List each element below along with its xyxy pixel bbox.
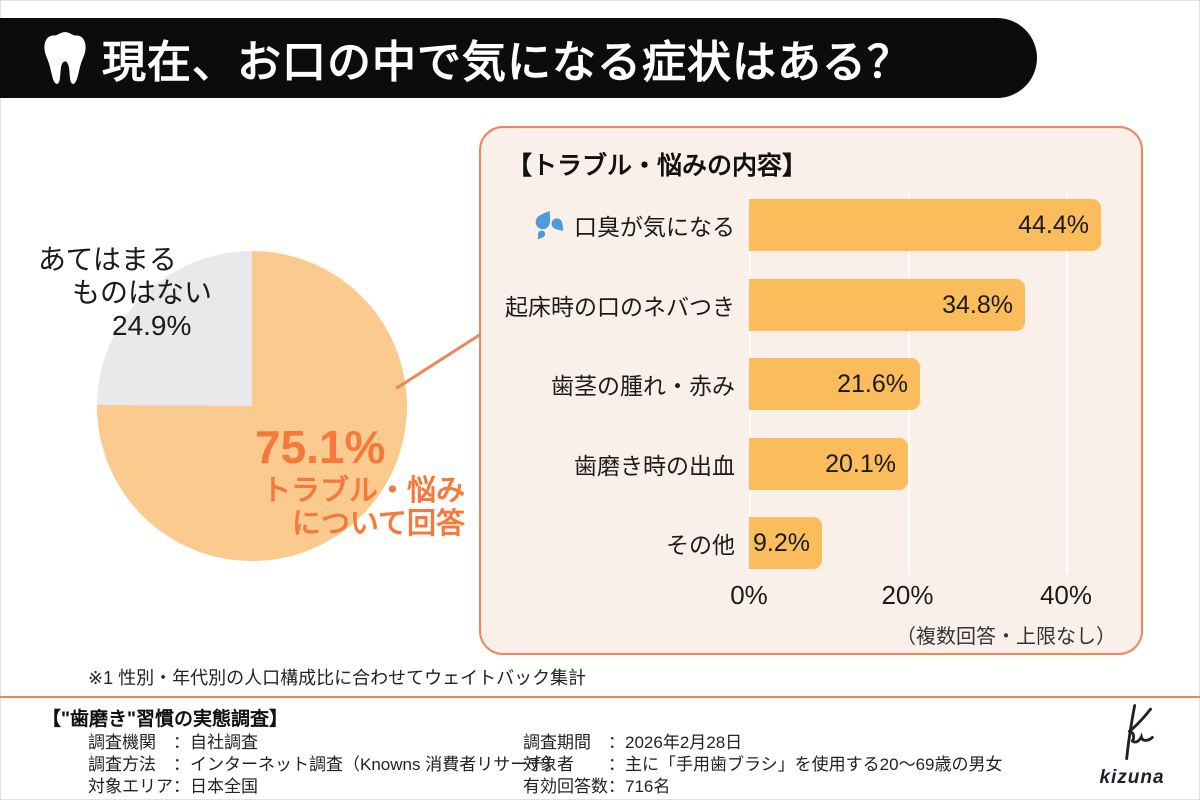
connector-line [395,332,482,390]
x-axis-tick: 0% [730,580,768,610]
bar: 9.2% [749,517,822,569]
bar-value-label: 44.4% [1018,210,1089,239]
bar-row: 起床時の口のネバつき 34.8% [481,279,1141,331]
bar-row: 口臭が気になる 44.4% [481,199,1141,251]
bar-category-label: その他 [481,517,735,569]
bar-row: その他 9.2% [481,517,1141,569]
page-title: 現在、お口の中で気になる症状はある？ [102,38,912,87]
pie-none-line: 24.9% [112,310,192,341]
multi-answer-note: （複数回答・上限なし） [896,626,1116,648]
bar-chart-title: 【トラブル・悩みの内容】 [507,152,808,180]
pie-none-line: あてはまる [38,244,177,275]
pie-answered-line: について回答 [291,508,465,540]
tooth-icon [44,32,86,84]
bar-category-text: 歯茎の腫れ・赤み [551,373,735,399]
bar-category-label: 口臭が気になる [481,199,735,251]
bar: 20.1% [749,438,908,490]
survey-meta-line: 対象者 ：主に「手用歯ブラシ」を使用する20〜69歳の男女 [523,755,1003,774]
gridline [1066,192,1068,574]
bar-category-text: 起床時の口のネバつき [505,294,735,320]
survey-meta-line: 調査期間 ：2026年2月28日 [523,733,743,752]
kizuna-wordmark: kizuna [1099,767,1165,788]
bar-value-label: 20.1% [825,449,896,478]
survey-meta-line: 対象エリア：日本全国 [88,777,258,796]
footer-divider [0,696,1200,698]
bar-chart-panel: 【トラブル・悩みの内容】 口臭が気になる 44.4% 起床時の口のネバつき 34.8%… [479,126,1143,655]
survey-meta-left: 調査機関 ：自社調査調査方法 ：インターネット調査（Knowns 消費者リサーチ… [88,732,561,798]
bar-category-text: 口臭が気になる [574,214,735,240]
survey-footer-title: 【"歯磨き"習慣の実態調査】 [42,709,289,730]
pie-answered-line: トラブル・悩み [261,475,465,507]
weighting-footnote: ※1 性別・年代別の人口構成比に合わせてウェイトバック集計 [88,668,587,688]
survey-meta-line: 有効回答数：716名 [523,777,671,796]
bar: 21.6% [749,358,920,410]
water-drops-icon [535,210,564,239]
bar: 44.4% [749,199,1101,251]
x-axis-tick: 20% [881,580,934,610]
survey-meta-right: 調査期間 ：2026年2月28日対象者 ：主に「手用歯ブラシ」を使用する20〜6… [523,732,1002,798]
survey-meta-line: 調査方法 ：インターネット調査（Knowns 消費者リサーチ） [88,755,562,774]
kizuna-logo-mark [1125,704,1154,761]
bar-category-label: 歯茎の腫れ・赤み [481,358,735,410]
pie-chart [97,251,407,561]
bar-row: 歯茎の腫れ・赤み 21.6% [481,358,1141,410]
bar-value-label: 9.2% [753,528,810,557]
bar-category-label: 歯磨き時の出血 [481,438,735,490]
bar-category-text: 歯磨き時の出血 [574,453,735,479]
pie-none-line: ものはない [72,277,213,308]
pie-answered-value: 75.1% [255,421,386,473]
bar: 34.8% [749,279,1025,331]
bar-value-label: 34.8% [942,290,1013,319]
bar-category-label: 起床時の口のネバつき [481,279,735,331]
pie-answered-description: トラブル・悩み について回答 [255,475,465,541]
survey-meta-line: 調査機関 ：自社調査 [88,733,258,752]
bar-category-text: その他 [666,532,735,558]
header-banner: 現在、お口の中で気になる症状はある？ [0,18,1037,98]
pie-label-none: あてはまる ものはない 24.9% [38,243,212,342]
pie-label-answered: 75.1% トラブル・悩み について回答 [255,421,465,541]
kizuna-logo: kizuna [1086,702,1178,789]
bar-value-label: 21.6% [837,369,908,398]
x-axis-tick: 40% [1039,580,1093,610]
bar-row: 歯磨き時の出血 20.1% [481,438,1141,490]
